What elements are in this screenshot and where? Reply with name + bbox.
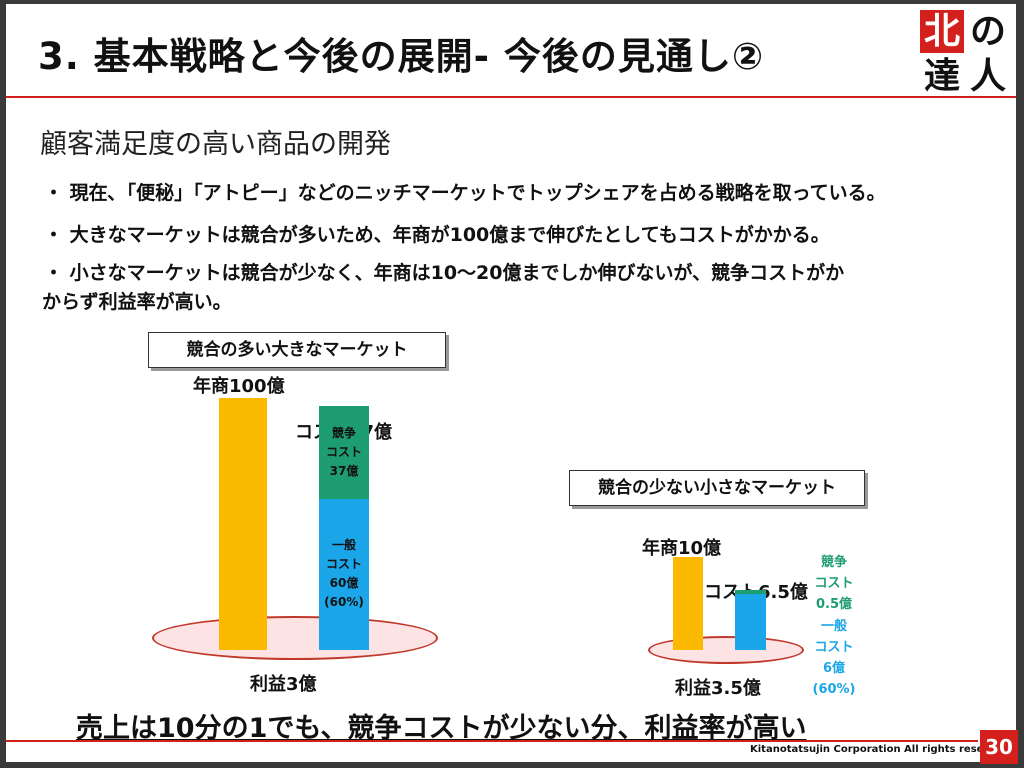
profit-label: 利益3.5億	[675, 678, 761, 699]
segment-label: コスト	[814, 640, 854, 655]
competition-cost-segment	[735, 589, 766, 595]
company-logo: 北 の 達 人	[920, 10, 1010, 98]
segment-value: 0.5億	[815, 597, 853, 612]
conclusion-text: 売上は10分の1でも、競争コストが少ない分、利益率が高い	[76, 713, 807, 744]
segment-value: 37億	[329, 463, 359, 478]
cost-bar	[735, 589, 766, 650]
segment-label: コスト	[325, 557, 362, 572]
competition-cost-segment: 競争 コスト 37億	[319, 405, 369, 499]
bullet-item: からず利益率が高い。	[42, 291, 232, 313]
logo-char-3: 達	[920, 55, 964, 98]
general-cost-segment	[735, 594, 766, 650]
footer-divider	[6, 740, 978, 742]
segment-value: 60億	[329, 576, 359, 591]
revenue-bar	[673, 557, 703, 650]
profit-ellipse	[648, 636, 804, 664]
segment-value: 6億	[822, 661, 846, 676]
segment-label: 競争	[331, 425, 356, 440]
logo-char-2: の	[966, 10, 1010, 53]
chart-title: 競合の多い大きなマーケット	[148, 332, 446, 368]
segment-label: コスト	[325, 444, 362, 459]
segment-label: 競争	[820, 555, 847, 570]
revenue-bar	[219, 398, 267, 650]
profit-label: 利益3億	[250, 674, 317, 695]
revenue-label: 年商10億	[642, 538, 722, 559]
revenue-label: 年商100億	[193, 376, 285, 397]
section-heading: 顧客満足度の高い商品の開発	[40, 129, 391, 160]
slide-title: 3. 基本戦略と今後の展開- 今後の見通し②	[38, 35, 765, 78]
general-cost-segment: 一般 コスト 60億 (60%)	[319, 498, 369, 650]
segment-label: 一般	[820, 619, 847, 634]
segment-label: コスト	[814, 576, 854, 591]
segment-percent: (60%)	[324, 595, 364, 610]
slide: 3. 基本戦略と今後の展開- 今後の見通し② 北 の 達 人 顧客満足度の高い商…	[6, 4, 1018, 764]
chart-title: 競合の少ない小さなマーケット	[569, 470, 865, 506]
copyright-text: Kitanotatsujin Corporation All rights re…	[750, 744, 1009, 755]
general-cost-label: 一般 コスト 6億 (60%)	[806, 616, 862, 700]
bullet-item: ・ 現在､「便秘」「アトピー」などのニッチマーケットでトップシェアを占める戦略を…	[44, 182, 886, 204]
bullet-item: ・ 小さなマーケットは競合が少なく、年商は10～20億までしか伸びないが、競争コ…	[44, 262, 845, 284]
segment-percent: (60%)	[812, 682, 856, 697]
cost-bar: 競争 コスト 37億 一般 コスト 60億 (60%)	[319, 405, 369, 650]
title-divider	[6, 96, 1016, 98]
segment-label: 一般	[331, 538, 356, 553]
logo-char-4: 人	[966, 55, 1010, 98]
logo-char-1: 北	[920, 10, 964, 53]
page-number: 30	[980, 730, 1018, 764]
bullet-item: ・ 大きなマーケットは競合が多いため、年商が100億まで伸びたとしてもコストがか…	[44, 224, 830, 246]
competition-cost-label: 競争 コスト 0.5億	[806, 552, 862, 615]
profit-ellipse	[152, 616, 438, 660]
